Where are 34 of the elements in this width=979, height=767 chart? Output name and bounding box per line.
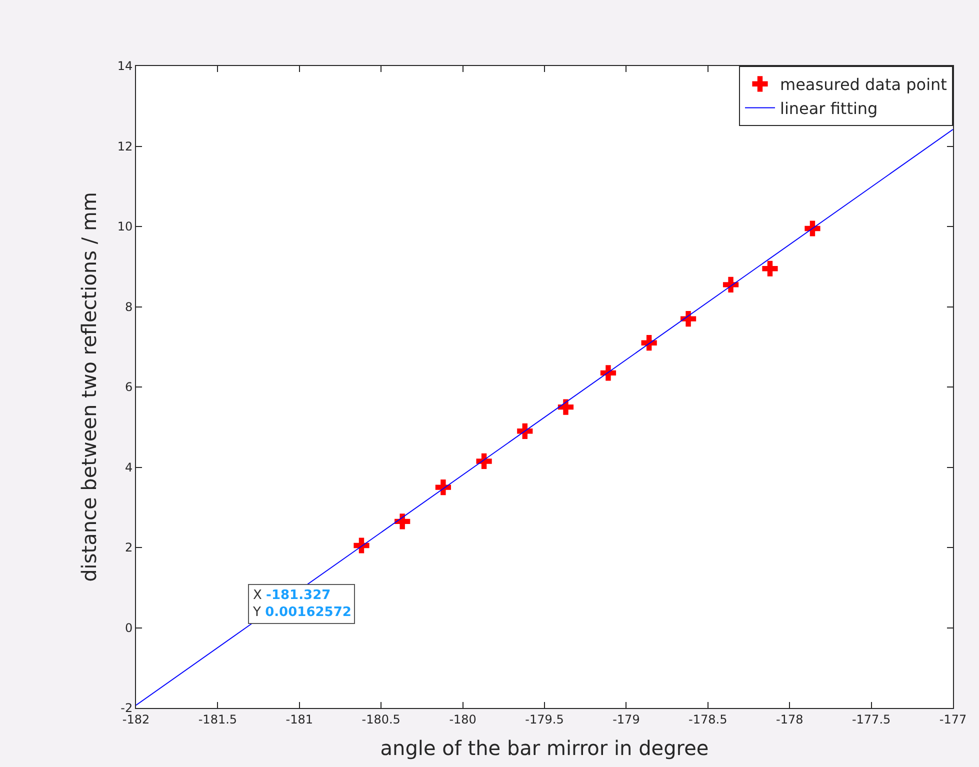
y-tick-label: 8 xyxy=(124,300,133,314)
y-tick-label: 2 xyxy=(124,540,133,555)
x-tick-label: -178.5 xyxy=(688,712,728,726)
point xyxy=(435,480,451,496)
point xyxy=(354,538,370,554)
y-tick-label: 10 xyxy=(117,220,133,234)
x-tick-label: -181.5 xyxy=(198,712,238,726)
legend-label: linear fitting xyxy=(780,98,878,118)
x-tick-label: -177 xyxy=(939,712,967,726)
point xyxy=(600,365,616,381)
point xyxy=(680,310,696,327)
y-tick-label: 4 xyxy=(124,460,133,474)
point xyxy=(804,220,820,236)
annotation: X -181.327 Y 0.00162572 xyxy=(252,588,352,620)
y-axis-title: distance between two reflections / mm xyxy=(76,192,101,582)
point xyxy=(762,260,778,276)
x-tick-label: -178 xyxy=(776,712,804,726)
point xyxy=(394,514,410,530)
point xyxy=(517,423,533,439)
x-tick-label: -179.5 xyxy=(525,712,564,726)
y-tick-label: 6 xyxy=(124,380,133,394)
x-tick-label: -180 xyxy=(449,712,476,726)
y-tick-label: 0 xyxy=(124,620,133,635)
x-tick-label: -179 xyxy=(612,712,640,726)
point xyxy=(722,276,739,292)
legend-label: measured data point xyxy=(780,75,947,94)
point xyxy=(558,399,574,415)
x-tick-label: -180.5 xyxy=(362,712,400,726)
x-axis-title: angle of the bar mirror in degree xyxy=(380,736,709,760)
y-tick-label: 14 xyxy=(117,59,133,74)
y-tick-label: 12 xyxy=(117,139,133,154)
x-tick-label: -177.5 xyxy=(852,712,891,726)
x-tick-label: -181 xyxy=(286,712,314,726)
point xyxy=(476,453,492,470)
